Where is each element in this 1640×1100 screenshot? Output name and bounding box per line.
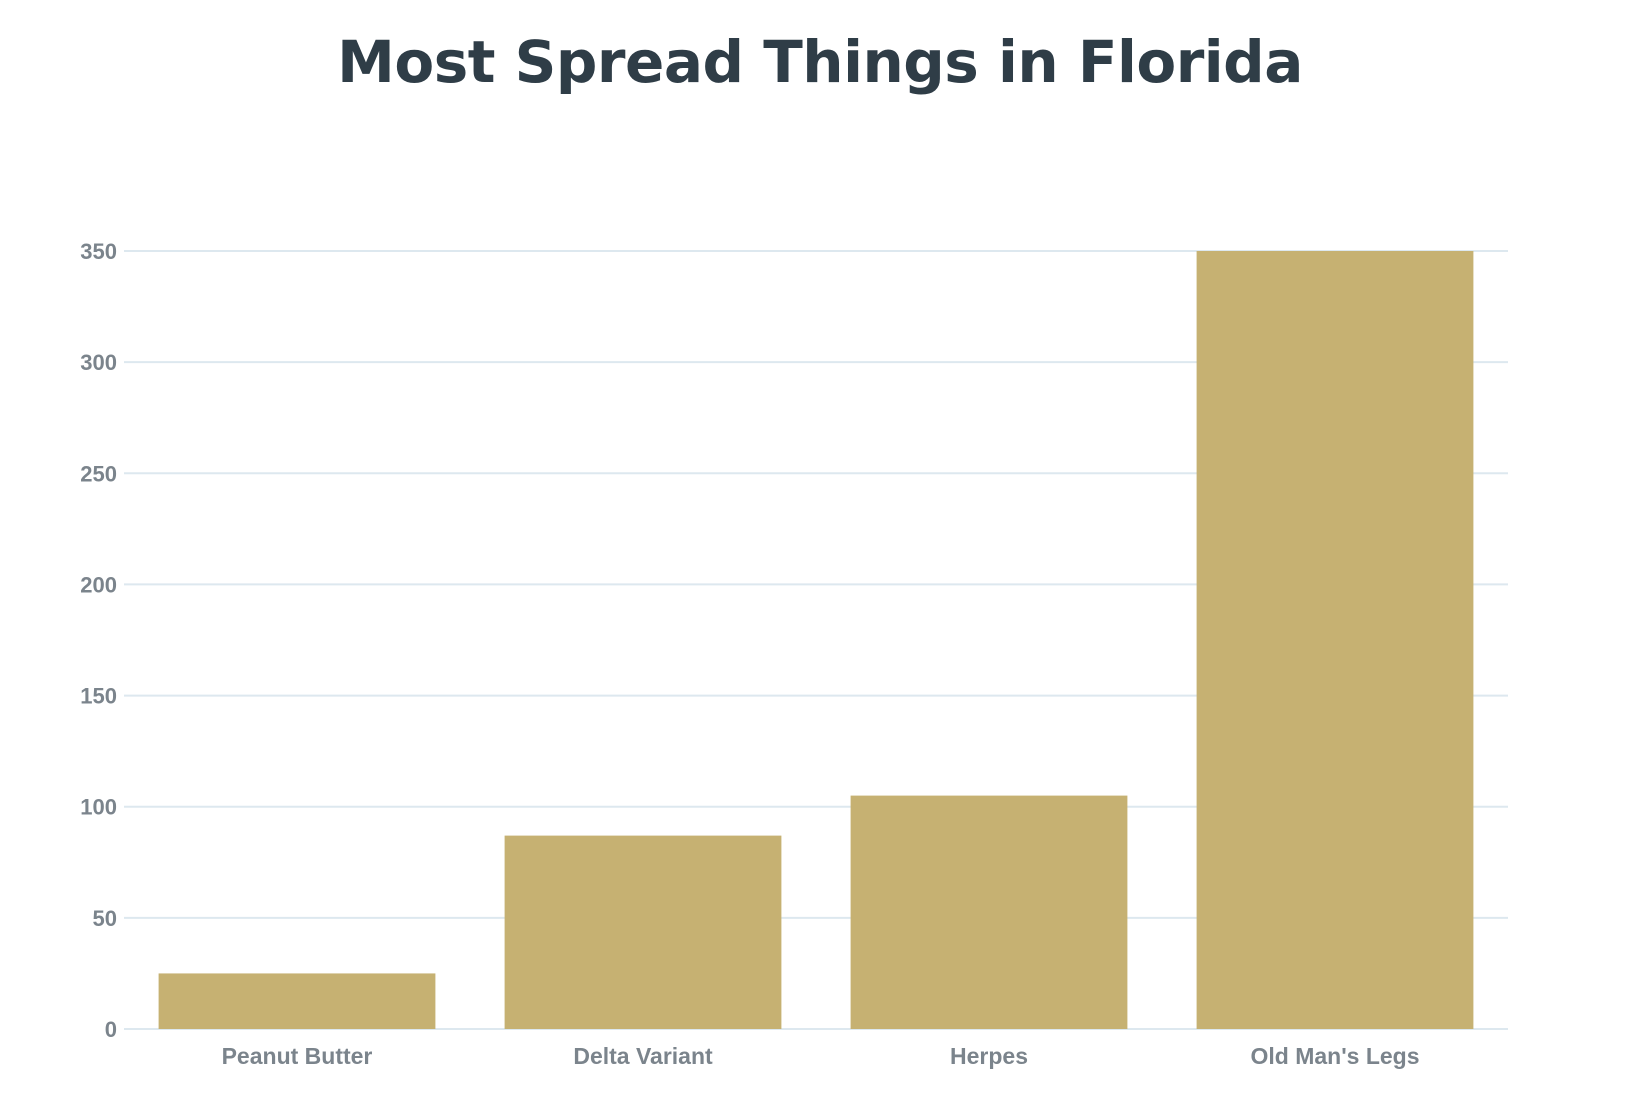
y-tick-label: 100 (80, 795, 117, 820)
y-tick-label: 250 (80, 461, 117, 486)
x-axis-labels: Peanut Butter Delta Variant Herpes Old Man'… (222, 1043, 1420, 1069)
x-tick-label: Peanut Butter (222, 1043, 373, 1069)
x-tick-label: Delta Variant (573, 1043, 713, 1069)
bar (504, 835, 782, 1029)
y-tick-label: 350 (80, 239, 117, 264)
y-tick-label: 300 (80, 350, 117, 375)
x-tick-label: Herpes (950, 1043, 1028, 1069)
bars (158, 251, 1474, 1029)
y-tick-label: 200 (80, 572, 117, 597)
x-tick-label: Old Man's Legs (1250, 1043, 1419, 1069)
bar (158, 973, 436, 1029)
bar (850, 795, 1128, 1029)
y-tick-label: 150 (80, 684, 117, 709)
y-tick-label: 50 (93, 906, 117, 931)
y-axis-ticks: 0 50 100 150 200 250 300 350 (80, 239, 117, 1042)
chart-title: Most Spread Things in Florida (337, 28, 1303, 96)
bar (1196, 251, 1474, 1029)
y-tick-label: 0 (105, 1017, 117, 1042)
